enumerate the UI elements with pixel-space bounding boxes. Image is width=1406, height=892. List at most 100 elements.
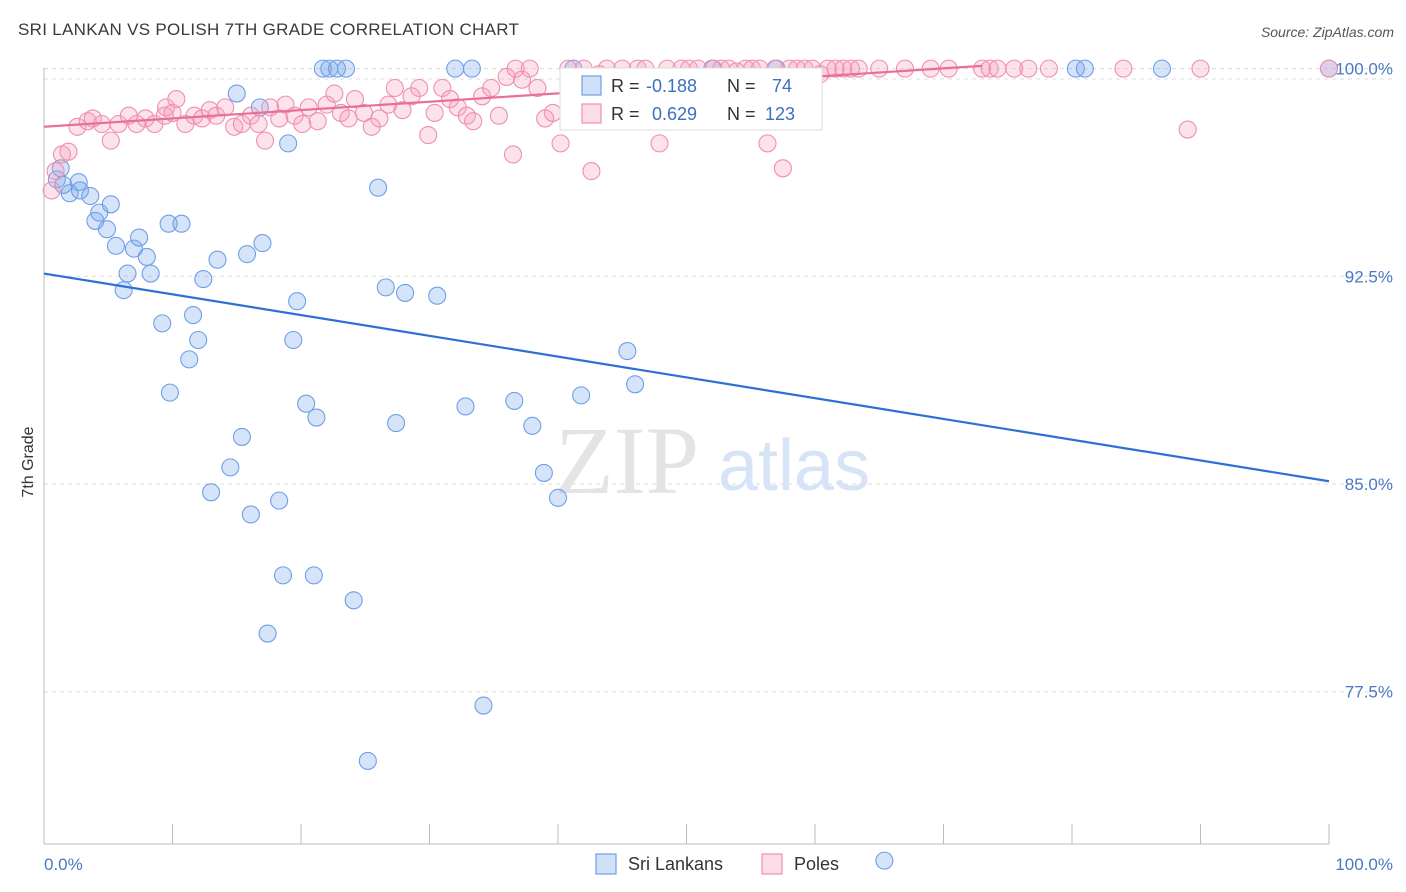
poles-point bbox=[1191, 59, 1210, 78]
sri-lankans-point bbox=[124, 239, 143, 258]
poles-point bbox=[419, 126, 438, 145]
sri-lankans-point bbox=[180, 350, 199, 369]
sri-lankans-point bbox=[446, 59, 465, 78]
legend-swatch-poles bbox=[581, 103, 602, 124]
poles-point bbox=[650, 134, 669, 153]
y-tick-label: 92.5% bbox=[1345, 267, 1393, 286]
sri-lankans-point bbox=[137, 247, 156, 266]
sri-lankans-point bbox=[130, 228, 149, 247]
poles-point bbox=[1039, 59, 1058, 78]
chart-source: Source: ZipAtlas.com bbox=[1260, 24, 1394, 40]
poles-point bbox=[393, 101, 412, 120]
sri-lankans-point bbox=[456, 397, 475, 416]
sri-lankans-point bbox=[202, 483, 221, 502]
poles-point bbox=[464, 112, 483, 131]
sri-lankans-point bbox=[189, 330, 208, 350]
poles-point bbox=[758, 134, 777, 153]
series-legend: Sri Lankans Poles bbox=[595, 853, 839, 875]
chart-title: SRI LANKAN VS POLISH 7TH GRADE CORRELATI… bbox=[18, 20, 520, 39]
sri-lankans-point bbox=[160, 383, 179, 402]
y-axis-label: 7th Grade bbox=[20, 426, 37, 497]
sri-lankans-point bbox=[548, 488, 568, 507]
sri-lankans-point bbox=[474, 696, 493, 715]
sri-lankans-point bbox=[1152, 59, 1171, 78]
poles-point bbox=[293, 114, 312, 134]
poles-point bbox=[895, 59, 915, 78]
poles-point bbox=[972, 59, 992, 78]
poles-point bbox=[528, 78, 547, 98]
sri-lankans-point bbox=[462, 59, 481, 78]
poles-point bbox=[216, 98, 235, 117]
sri-lankans-point bbox=[159, 214, 178, 233]
poles-point bbox=[1319, 59, 1339, 78]
sri-lankans-point bbox=[232, 427, 251, 446]
sri-lankans-point bbox=[258, 624, 277, 643]
sri-lankans-point bbox=[141, 264, 160, 283]
legend-n-value-poles: 123 bbox=[765, 104, 795, 124]
poles-point bbox=[68, 117, 87, 136]
poles-point bbox=[136, 109, 155, 128]
poles-point bbox=[1114, 59, 1133, 78]
sri-lankans-point bbox=[70, 181, 90, 200]
sri-lankans-point bbox=[270, 491, 289, 510]
sri-lankans-point bbox=[221, 458, 240, 477]
poles-trend-line bbox=[43, 64, 983, 128]
sri-lankans-point bbox=[626, 375, 645, 394]
trend-lines bbox=[43, 64, 1330, 483]
sri-lankans-point bbox=[534, 463, 553, 482]
sri-lankans-point bbox=[106, 236, 126, 255]
watermark-zip: ZIP bbox=[555, 407, 699, 514]
sri-lankans-point bbox=[288, 292, 307, 311]
sri-lankans-point bbox=[97, 220, 117, 239]
poles-point bbox=[826, 59, 845, 78]
poles-point bbox=[1178, 120, 1197, 139]
sri-lankans-point bbox=[237, 245, 257, 264]
sri-lankans-point bbox=[313, 59, 332, 78]
sri-lankans-point bbox=[284, 330, 303, 350]
sri-lankans-point bbox=[505, 391, 524, 410]
poles-point bbox=[582, 162, 601, 181]
sri-lankans-point bbox=[297, 394, 316, 413]
poles-point bbox=[299, 98, 318, 117]
sri-lankans-point bbox=[358, 751, 377, 770]
legend-n-label-poles: N = bbox=[727, 104, 756, 124]
sri-lankans-point bbox=[184, 306, 203, 325]
poles-point bbox=[834, 59, 853, 78]
sri-lankans-point bbox=[572, 386, 591, 405]
poles-point bbox=[385, 78, 404, 98]
sri-lankans-point bbox=[101, 195, 120, 214]
sri-lankans-point bbox=[172, 214, 191, 233]
x-tick-label: 0.0% bbox=[44, 855, 83, 874]
sri-lankans-point bbox=[1075, 59, 1094, 78]
stats-legend: R = -0.188 N = 74 R = 0.629 N = 123 bbox=[559, 67, 823, 131]
axes bbox=[43, 68, 1330, 845]
sri-lankans-point bbox=[376, 278, 395, 297]
sri-lankans-point bbox=[875, 851, 894, 870]
sri-lankans-trend-line bbox=[43, 272, 1330, 483]
sri-lankans-point bbox=[227, 84, 246, 103]
poles-point bbox=[42, 181, 61, 200]
sri-lankans-point bbox=[51, 159, 70, 178]
sri-lankans-point bbox=[208, 250, 227, 269]
poles-point bbox=[425, 103, 444, 122]
tick-labels: 77.5% 85.0% 92.5% 100.0% 0.0% 100.0% bbox=[44, 60, 1393, 874]
poles-point bbox=[980, 59, 999, 78]
watermark: ZIP atlas bbox=[555, 407, 870, 514]
y-tick-label: 85.0% bbox=[1345, 475, 1393, 494]
poles-point bbox=[101, 131, 120, 150]
sri-lankans-point bbox=[387, 414, 406, 433]
x-tick-label: 100.0% bbox=[1335, 855, 1393, 874]
legend-n-value-sri-lankans: 74 bbox=[772, 76, 792, 96]
poles-point bbox=[167, 90, 186, 109]
poles-point bbox=[46, 162, 65, 181]
sri-lankans-point bbox=[523, 416, 542, 435]
sri-lankans-point bbox=[336, 59, 356, 78]
sri-lankans-point bbox=[114, 281, 133, 300]
sri-lankans-point bbox=[304, 566, 323, 585]
poles-point bbox=[1019, 59, 1038, 78]
series-legend-swatch-sri-lankans bbox=[595, 853, 617, 875]
poles-point bbox=[482, 78, 501, 98]
watermark-atlas: atlas bbox=[718, 426, 870, 506]
poles-point bbox=[506, 59, 525, 78]
